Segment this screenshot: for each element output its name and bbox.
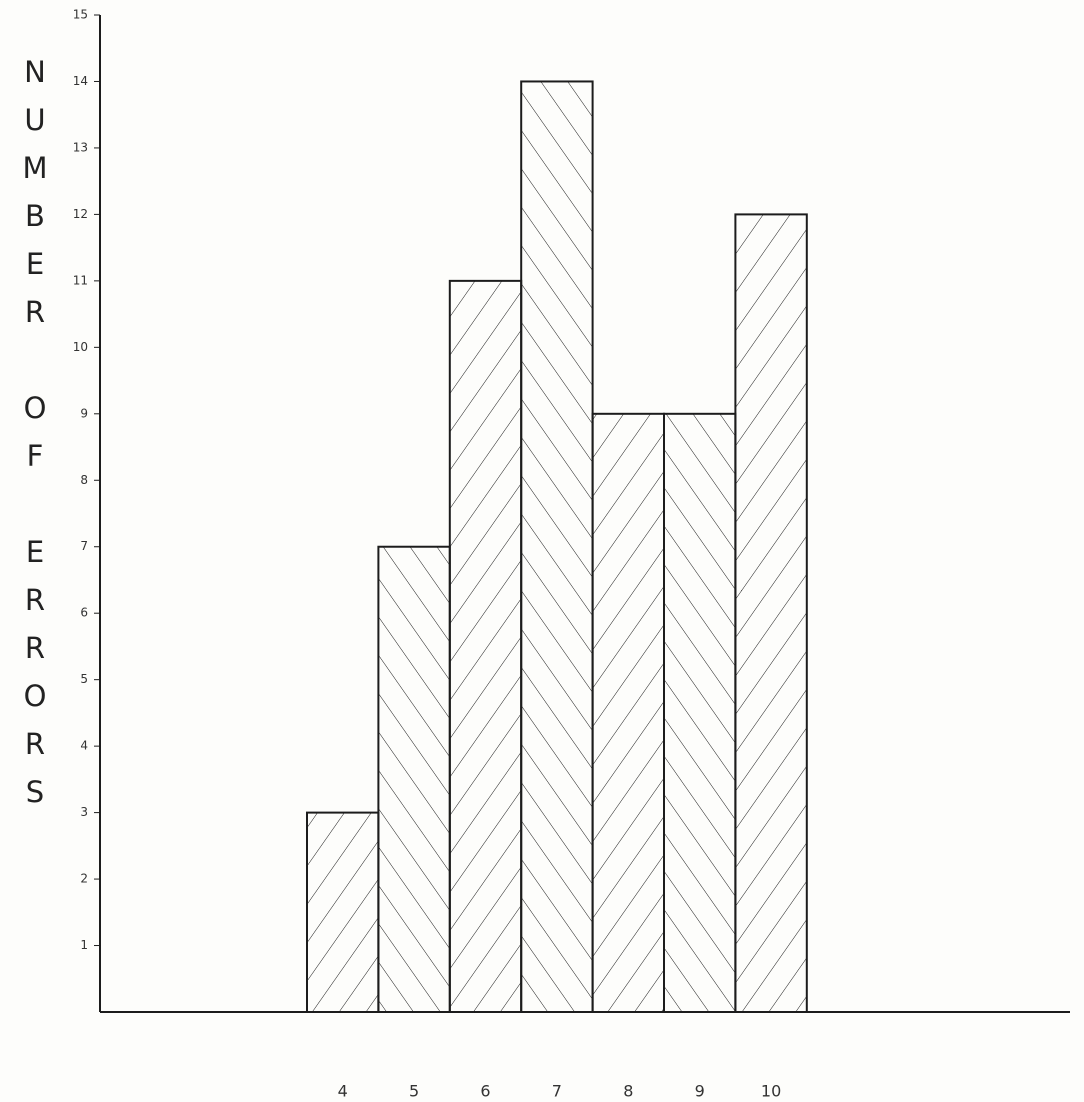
bar [734,213,808,1013]
bar [520,80,594,1013]
y-tick-label: 4 [80,739,88,753]
y-tick-label: 13 [73,140,88,154]
x-tick-label: 5 [409,1082,419,1101]
bar [377,545,451,1013]
bar [306,811,380,1013]
x-tick-label: 7 [552,1082,562,1101]
x-tick-label: 9 [695,1082,705,1101]
x-tick-label: 4 [338,1082,348,1101]
y-tick-label: 8 [80,473,88,487]
y-tick-label: 10 [73,340,88,354]
bar [663,412,737,1013]
x-tick-label: 8 [623,1082,633,1101]
bar [591,412,665,1013]
y-tick-label: 9 [80,406,88,420]
y-tick-label: 14 [73,74,88,88]
y-tick-label: 12 [73,207,88,221]
bar [448,279,523,1014]
y-tick-label: 11 [73,273,88,287]
x-tick-label: 6 [480,1082,490,1101]
y-tick-label: 15 [73,8,88,22]
y-tick-label: 3 [80,805,88,819]
y-axis-label: NUMBER OF ERRORS [18,55,52,823]
y-tick-label: 7 [80,539,88,553]
y-tick-label: 6 [80,606,88,620]
y-tick-label: 1 [80,938,88,952]
x-tick-label: 10 [761,1082,781,1101]
y-tick-label: 2 [80,872,88,886]
y-tick-label: 5 [80,672,88,686]
